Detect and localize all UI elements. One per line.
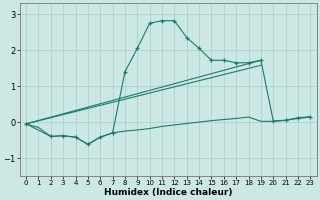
X-axis label: Humidex (Indice chaleur): Humidex (Indice chaleur) <box>104 188 232 197</box>
